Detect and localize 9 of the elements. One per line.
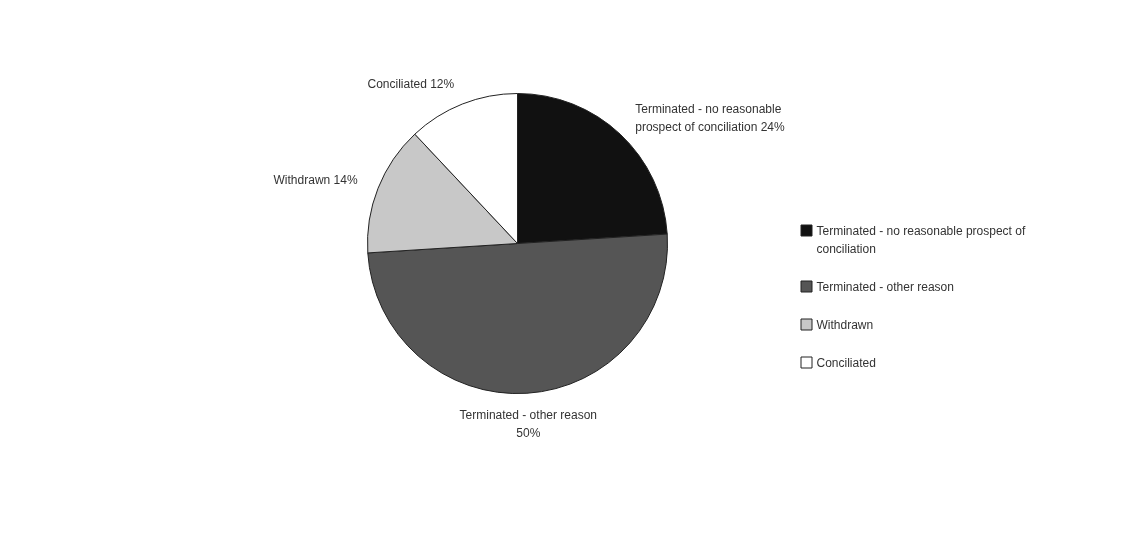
slice-label: Terminated - other reason: [459, 408, 598, 423]
category-label: Conciliated 12%: [367, 76, 455, 91]
legend-label: Conciliated: [816, 355, 876, 370]
legend-label: Terminated - no reasonable prospect of conciliation: [816, 223, 1026, 256]
category-label: Withdrawn 14%: [273, 173, 358, 188]
category-label: Terminated - no reasonable prospect of conciliation 24%: [635, 102, 785, 135]
legend-label: Withdrawn: [816, 317, 874, 332]
legend-label: Terminated - other reason: [816, 279, 954, 294]
data-label: 50%: [516, 426, 541, 441]
